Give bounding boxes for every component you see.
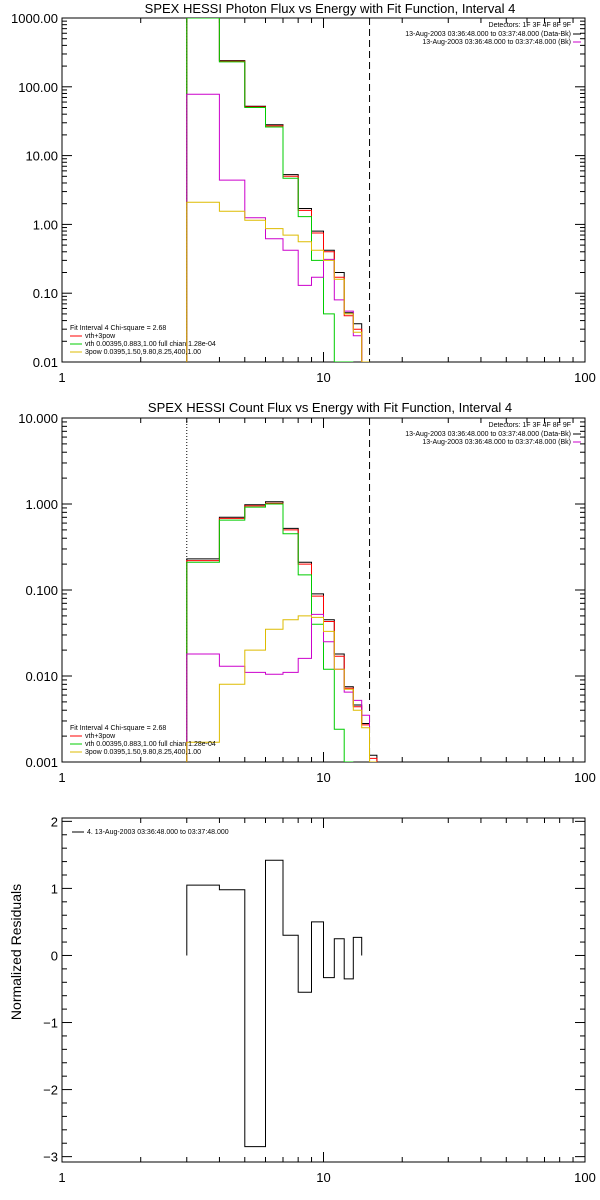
- residuals-legend-entry: 4. 13-Aug-2003 03:36:48.000 to 03:37:48.…: [87, 829, 229, 836]
- data-minus-bk-series: [186, 18, 363, 362]
- y-tick-label: 10.000: [18, 411, 58, 426]
- x-tick-label: 100: [574, 1170, 596, 1185]
- fit-legend-entry: 3pow 0.0395,1.50,9.80,8.25,400,1.00: [85, 749, 201, 756]
- total-fit-series: [186, 18, 363, 362]
- fit-legend-entry: vth+3pow: [85, 733, 116, 740]
- count-flux-title: SPEX HESSI Count Flux vs Energy with Fit…: [148, 400, 512, 415]
- powerlaw-series: [186, 615, 377, 762]
- x-tick-label: 100: [574, 770, 596, 785]
- interval-legend-entry: 13-Aug-2003 03:36:48.000 to 03:37:48.000…: [422, 39, 571, 46]
- residuals-panel: Normalized Residuals 1 10 100 −3 −2 −1 0 1 2 4. 1…: [8, 814, 596, 1185]
- y-tick-label: 1.000: [25, 497, 58, 512]
- plot-frame: [61, 417, 586, 763]
- thermal-series: [186, 503, 354, 762]
- fit-legend-header: Fit Interval 4 Chi-square = 2.68: [70, 725, 166, 732]
- y-tick-label: 1000.00: [11, 11, 58, 26]
- y-tick-label: 100.00: [18, 80, 58, 95]
- y-tick-label: 10.00: [25, 149, 58, 164]
- residuals-series: [186, 859, 363, 1148]
- y-tick-label: 1.00: [33, 217, 58, 232]
- count-flux-panel: SPEX HESSI Count Flux vs Energy with Fit…: [18, 400, 596, 785]
- detectors-label: Detectors: 1F 3F 4F 8F 9F: [489, 22, 571, 29]
- y-tick-label: 0.010: [25, 669, 58, 684]
- y-tick-label: 0.01: [33, 355, 58, 370]
- x-tick-label: 1: [58, 1170, 65, 1185]
- photon-flux-title: SPEX HESSI Photon Flux vs Energy with Fi…: [145, 1, 516, 16]
- total-fit-series: [186, 502, 378, 762]
- fit-legend-entry: vth+3pow: [85, 333, 116, 340]
- x-tick-label: 10: [316, 1170, 330, 1185]
- data-minus-bk-series: [186, 501, 378, 762]
- x-tick-label: 1: [58, 770, 65, 785]
- x-tick-label: 1: [58, 370, 65, 385]
- photon-flux-panel: SPEX HESSI Photon Flux vs Energy with Fi…: [11, 1, 596, 385]
- y-tick-label: 1: [51, 881, 58, 896]
- plot-frame: [61, 817, 586, 1163]
- x-tick-label: 10: [316, 770, 330, 785]
- background-series: [186, 93, 363, 362]
- x-tick-label: 10: [316, 370, 330, 385]
- y-tick-label: 0: [51, 948, 58, 963]
- interval-legend-entry: 13-Aug-2003 03:36:48.000 to 03:37:48.000…: [405, 431, 571, 438]
- y-tick-label: −1: [43, 1016, 58, 1031]
- background-series: [186, 613, 370, 762]
- y-tick-label: 0.001: [25, 755, 58, 770]
- thermal-series: [186, 18, 354, 362]
- y-tick-label: −2: [43, 1083, 58, 1098]
- powerlaw-series: [186, 201, 370, 362]
- fit-legend-entry: vth 0.00395,0.883,1.00 full chian 1.28e-…: [85, 341, 216, 348]
- fit-legend-header: Fit Interval 4 Chi-square = 2.68: [70, 325, 166, 332]
- fit-legend-entry: 3pow 0.0395,1.50,9.80,8.25,400,1.00: [85, 349, 201, 356]
- detectors-label: Detectors: 1F 3F 4F 8F 9F: [489, 422, 571, 429]
- x-tick-label: 100: [574, 370, 596, 385]
- fit-legend-entry: vth 0.00395,0.883,1.00 full chian 1.28e-…: [85, 741, 216, 748]
- y-tick-label: −3: [43, 1150, 58, 1165]
- residuals-y-axis-label: Normalized Residuals: [8, 884, 24, 1020]
- interval-legend-entry: 13-Aug-2003 03:36:48.000 to 03:37:48.000…: [422, 439, 571, 446]
- y-tick-label: 0.100: [25, 583, 58, 598]
- y-tick-label: 0.10: [33, 286, 58, 301]
- interval-legend-entry: 13-Aug-2003 03:36:48.000 to 03:37:48.000…: [405, 31, 571, 38]
- y-tick-label: 2: [51, 814, 58, 829]
